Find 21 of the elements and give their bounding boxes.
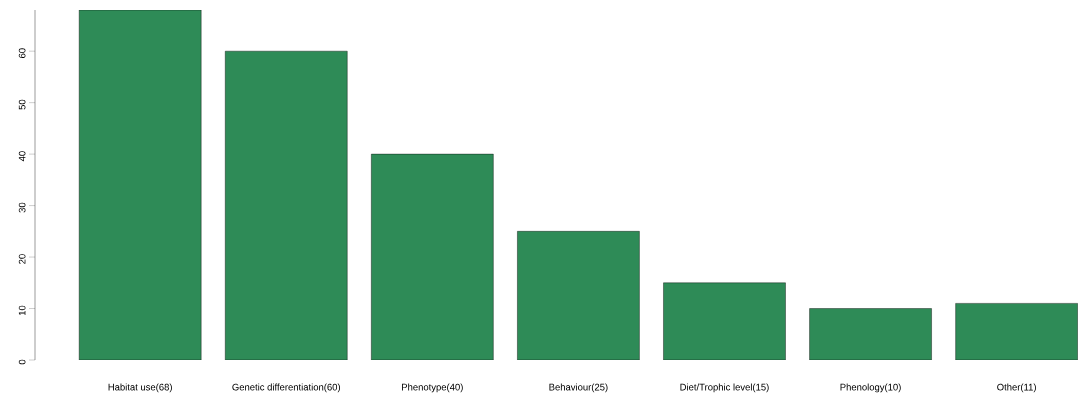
y-tick-label: 60 — [18, 48, 26, 58]
x-tick-label: Diet/Trophic level(15) — [680, 383, 769, 393]
bar — [517, 231, 640, 360]
x-tick-label: Other(11) — [997, 383, 1036, 393]
y-tick-label: 10 — [18, 305, 26, 316]
x-tick-label: Phenology(10) — [840, 383, 901, 393]
bar — [78, 10, 202, 360]
x-tick-label: Genetic differentiation(60) — [232, 383, 341, 393]
bar — [225, 50, 348, 360]
y-tick-label: 40 — [18, 151, 26, 162]
y-tick-label: 50 — [18, 99, 26, 110]
y-tick-label: 0 — [18, 359, 26, 365]
x-tick-label: Habitat use(68) — [108, 383, 172, 393]
bar — [371, 153, 494, 360]
bar — [955, 303, 1078, 360]
bar — [809, 308, 932, 360]
y-tick-label: 20 — [18, 254, 26, 264]
x-tick-label: Behaviour(25) — [549, 383, 608, 393]
y-tick-label: 30 — [18, 202, 26, 213]
x-tick-label: Phenotype(40) — [402, 383, 463, 393]
bar — [663, 282, 786, 360]
